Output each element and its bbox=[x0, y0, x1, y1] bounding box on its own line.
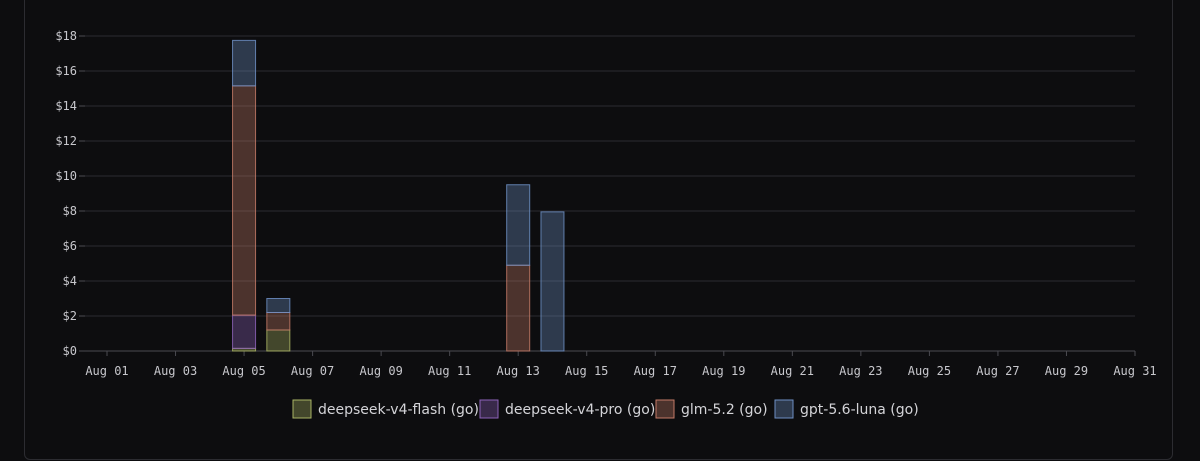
bar-segment-glm-5-2-go-[interactable] bbox=[506, 264, 531, 352]
x-tick-label: Aug 17 bbox=[634, 364, 677, 378]
bar-segment-gpt-5-6-luna-go-[interactable] bbox=[266, 298, 291, 313]
y-tick-label: $12 bbox=[55, 134, 77, 148]
legend-swatch bbox=[479, 399, 499, 419]
legend-item[interactable]: glm-5.2 (go) bbox=[655, 399, 768, 419]
y-tick-label: $8 bbox=[63, 204, 77, 218]
legend-item[interactable]: gpt-5.6-luna (go) bbox=[774, 399, 919, 419]
legend[interactable]: deepseek-v4-flash (go) deepseek-v4-pro (g… bbox=[292, 399, 919, 419]
x-tick-label: Aug 27 bbox=[976, 364, 1019, 378]
legend-label: gpt-5.6-luna (go) bbox=[800, 402, 919, 418]
y-tick-label: $0 bbox=[63, 344, 77, 358]
x-tick-label: Aug 21 bbox=[771, 364, 814, 378]
legend-swatch bbox=[655, 399, 675, 419]
x-tick-label: Aug 13 bbox=[497, 364, 540, 378]
y-tick-label: $6 bbox=[63, 239, 77, 253]
y-tick-label: $18 bbox=[55, 29, 77, 43]
x-tick-label: Aug 29 bbox=[1045, 364, 1088, 378]
legend-swatch bbox=[774, 399, 794, 419]
bar-segment-glm-5-2-go-[interactable] bbox=[232, 85, 257, 316]
y-tick-label: $14 bbox=[55, 99, 77, 113]
x-tick-label: Aug 09 bbox=[359, 364, 402, 378]
legend-label: glm-5.2 (go) bbox=[681, 402, 768, 418]
legend-item[interactable]: deepseek-v4-flash (go) bbox=[292, 399, 479, 419]
x-tick-label: Aug 11 bbox=[428, 364, 471, 378]
bar-segment-gpt-5-6-luna-go-[interactable] bbox=[540, 211, 565, 352]
x-tick-label: Aug 15 bbox=[565, 364, 608, 378]
legend-label: deepseek-v4-flash (go) bbox=[318, 402, 479, 418]
bar-segment-gpt-5-6-luna-go-[interactable] bbox=[506, 184, 531, 266]
legend-label: deepseek-v4-pro (go) bbox=[505, 402, 655, 418]
y-tick-label: $2 bbox=[63, 309, 77, 323]
x-axis-ticks: Aug 01 Aug 03 Aug 05 Aug 07 Aug 09 Aug 11 Aug … bbox=[85, 351, 1157, 378]
y-tick-label: $16 bbox=[55, 64, 77, 78]
legend-swatch bbox=[292, 399, 312, 419]
x-tick-label: Aug 07 bbox=[291, 364, 334, 378]
x-tick-label: Aug 19 bbox=[702, 364, 745, 378]
x-tick-label: Aug 05 bbox=[222, 364, 265, 378]
x-tick-label: Aug 03 bbox=[154, 364, 197, 378]
bar-segment-deepseek-v4-flash-go-[interactable] bbox=[266, 329, 291, 352]
x-tick-label: Aug 31 bbox=[1113, 364, 1156, 378]
bars bbox=[232, 39, 565, 352]
x-tick-label: Aug 01 bbox=[85, 364, 128, 378]
bar-segment-gpt-5-6-luna-go-[interactable] bbox=[232, 39, 257, 87]
legend-item[interactable]: deepseek-v4-pro (go) bbox=[479, 399, 655, 419]
bar-segment-deepseek-v4-pro-go-[interactable] bbox=[232, 314, 257, 349]
y-tick-label: $4 bbox=[63, 274, 77, 288]
grid-lines bbox=[79, 35, 1135, 352]
bar-segment-glm-5-2-go-[interactable] bbox=[266, 312, 291, 331]
x-tick-label: Aug 23 bbox=[839, 364, 882, 378]
x-tick-label: Aug 25 bbox=[908, 364, 951, 378]
y-axis-ticks: $0 $2 $4 $6 $8 $10 $12 $14 $16 $18 bbox=[55, 29, 77, 358]
chart-panel bbox=[24, 0, 1173, 460]
y-tick-label: $10 bbox=[55, 169, 77, 183]
